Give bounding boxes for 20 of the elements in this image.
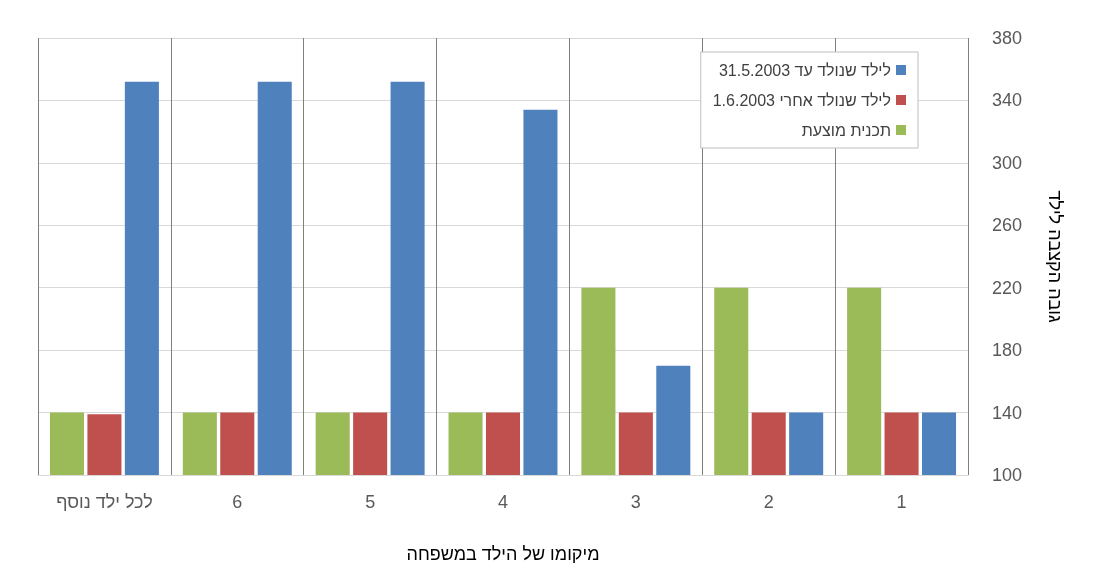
x-tick-label: 6 [232,492,243,512]
legend-label: תכנית מוצעת [801,121,891,139]
legend-label: לילד שנולד אחרי 1.6.2003 [712,91,891,109]
legend-label: לילד שנולד עד 31.5.2003 [718,61,891,79]
x-tick-label: 2 [763,492,774,512]
x-tick-label: 5 [365,492,376,512]
y-tick-label: 260 [992,215,1023,236]
x-tick-label: לכל ילד נוסף [56,492,153,512]
x-tick-label: 4 [497,492,509,512]
x-tick-label: 3 [630,492,641,512]
y-axis-title: גובה הקצבה לילד [1045,190,1065,323]
y-tick-label: 180 [992,340,1023,361]
y-tick-label: 340 [992,90,1023,111]
y-tick-label: 380 [992,28,1023,48]
y-tick-label: 300 [992,152,1023,173]
x-tick-label: 1 [896,492,907,512]
y-tick-label: 140 [992,402,1023,423]
y-tick-label: 100 [992,465,1023,485]
y-tick-label: 220 [992,277,1023,298]
x-axis-title: מיקומו של הילד במשפחה [406,544,600,564]
